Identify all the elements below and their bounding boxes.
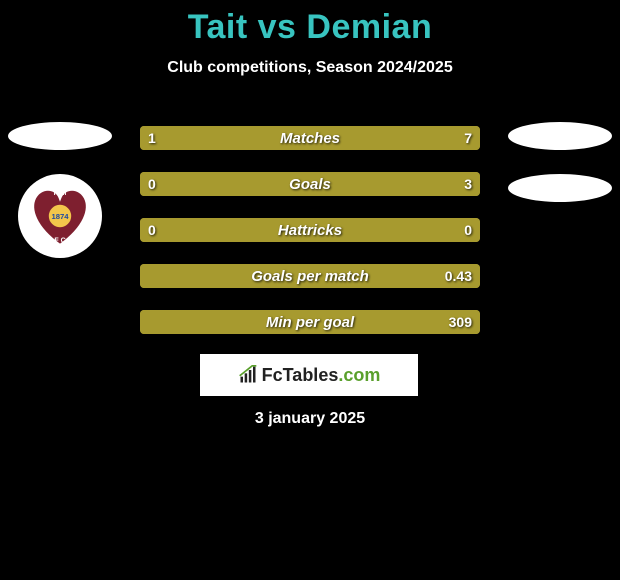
stat-value-right: 3 (464, 172, 472, 196)
stat-value-right: 0.43 (445, 264, 472, 288)
stat-fill-right (310, 218, 480, 242)
brand-name: FcTables (262, 365, 339, 385)
stat-value-left: 0 (148, 218, 156, 242)
stat-value-right: 309 (449, 310, 472, 334)
page-subtitle: Club competitions, Season 2024/2025 (0, 59, 620, 77)
stat-value-right: 0 (464, 218, 472, 242)
date-line: 3 january 2025 (0, 410, 620, 428)
stat-value-left: 1 (148, 126, 156, 150)
stat-row: 309Min per goal (140, 310, 480, 334)
stat-fill-left (140, 218, 310, 242)
bar-chart-icon (238, 365, 258, 385)
badge-letters-top: H M (54, 190, 67, 197)
player-left-avatar-placeholder (8, 122, 112, 150)
stat-row: 17Matches (140, 126, 480, 150)
stat-row: 03Goals (140, 172, 480, 196)
badge-letters-bottom: F C (54, 238, 65, 245)
brand-suffix: .com (338, 365, 380, 385)
stat-fill-right (140, 172, 480, 196)
stat-value-left: 0 (148, 172, 156, 196)
stats-bars: 17Matches03Goals00Hattricks0.43Goals per… (140, 126, 480, 356)
brand-text: FcTables.com (262, 365, 381, 386)
badge-year: 1874 (51, 212, 69, 221)
page-title: Tait vs Demian (0, 0, 620, 47)
brand-attribution: FcTables.com (200, 354, 418, 396)
heart-shield-icon: 1874 H M F C (25, 181, 95, 251)
stat-fill-right (183, 126, 481, 150)
stat-fill-left (140, 126, 183, 150)
stat-row: 00Hattricks (140, 218, 480, 242)
player-right-club-badge-placeholder (508, 174, 612, 202)
stat-fill-right (140, 264, 480, 288)
player-left-column: 1874 H M F C (8, 122, 112, 258)
comparison-infographic: Tait vs Demian Club competitions, Season… (0, 0, 620, 580)
player-right-column (508, 122, 612, 202)
stat-fill-right (140, 310, 480, 334)
player-right-avatar-placeholder (508, 122, 612, 150)
stat-row: 0.43Goals per match (140, 264, 480, 288)
stat-value-right: 7 (464, 126, 472, 150)
player-left-club-badge: 1874 H M F C (18, 174, 102, 258)
